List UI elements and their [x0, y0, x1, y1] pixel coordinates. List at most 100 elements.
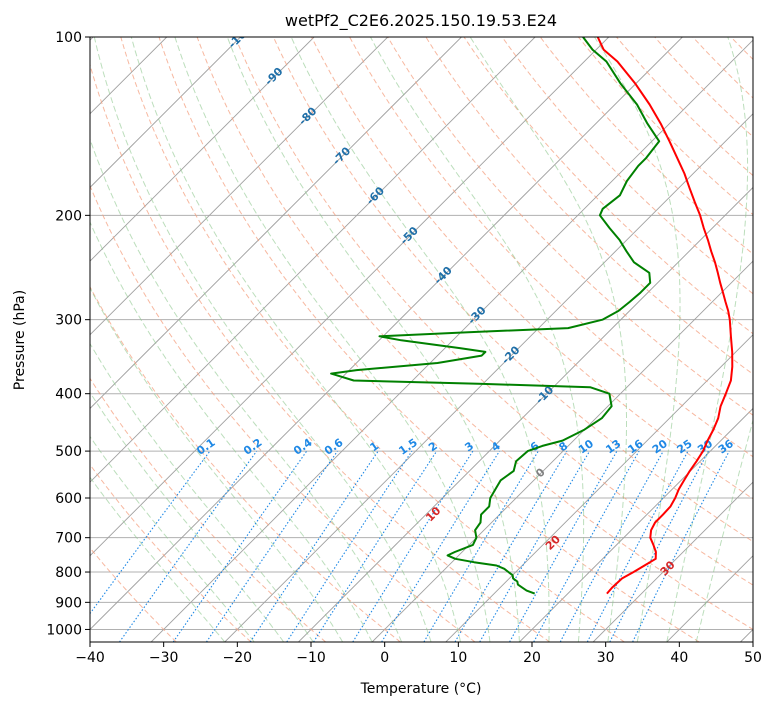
mixing-ratio-label: 36: [716, 437, 736, 457]
dry-adiabat-line: [90, 463, 252, 642]
moist-adiabat-line: [90, 476, 226, 642]
y-tick-label: 100: [55, 30, 82, 46]
background-lines: [90, 37, 775, 642]
mixing-ratio-label: 0.1: [194, 436, 217, 458]
mixing-ratio-line: [90, 450, 211, 615]
y-tick-label: 200: [55, 208, 82, 224]
x-axis-label: Temperature (°C): [360, 681, 482, 697]
isotherm-line: [445, 334, 753, 642]
mixing-ratio-label: 13: [603, 437, 623, 456]
mixing-ratio-line: [632, 450, 730, 642]
dry-adiabat-line: [501, 37, 753, 295]
moist-adiabat-line: [90, 220, 373, 642]
isotherm-label: -60: [364, 184, 387, 207]
moist-adiabat-line: [90, 435, 255, 642]
isotherm-line: [740, 628, 753, 642]
dry-adiabat-line: [90, 285, 401, 642]
isotherm-line: [150, 39, 753, 642]
mixing-ratio-line: [423, 450, 539, 642]
dry-adiabat-line: [90, 184, 476, 642]
x-tick-label: 10: [449, 650, 467, 666]
dry-adiabat-line: [387, 37, 753, 416]
isotherm-label: -30: [465, 304, 488, 327]
y-tick-label: 300: [55, 313, 82, 329]
dry-adiabat-line: [120, 37, 625, 642]
dry-adiabat-line: [90, 377, 327, 642]
mixing-ratio-line: [352, 450, 474, 642]
dry-adiabat-line: [311, 37, 753, 500]
mixing-ratio-label: 2: [426, 439, 440, 454]
dry-adiabat-label: 10: [423, 504, 443, 524]
moist-adiabat-line: [226, 37, 520, 642]
x-tick-label: −20: [223, 650, 253, 666]
profile-series: [330, 37, 734, 595]
dry-adiabat-line: [158, 37, 700, 642]
mixing-ratio-label: 25: [675, 437, 695, 456]
moist-adiabat-line: [290, 37, 550, 642]
isotherm-line: [90, 37, 389, 336]
mixing-ratio-label: 1.5: [396, 436, 419, 458]
mixing-ratio-label: 4: [489, 439, 503, 454]
isotherm-label: -80: [296, 104, 319, 127]
dry-adiabat-line: [90, 62, 551, 642]
mixing-ratio-line: [205, 450, 338, 642]
mixing-ratio-label: 16: [626, 437, 646, 457]
temperature-profile-line: [596, 37, 734, 595]
dry-adiabat-line: [539, 37, 753, 255]
moist-adiabat-line: [695, 418, 753, 642]
dry-adiabat-line: [349, 37, 753, 458]
y-axis-label: Pressure (hPa): [12, 290, 28, 390]
moist-adiabat-line: [90, 137, 403, 642]
plot-frame: [89, 36, 754, 643]
dewpoint-profile-line: [330, 37, 661, 595]
y-tick-label: 800: [55, 565, 82, 581]
isotherm-label: -90: [262, 65, 285, 88]
isotherm-line: [371, 260, 753, 642]
isotherm-line: [90, 37, 315, 262]
mixing-ratio-line: [533, 450, 640, 642]
isotherm-line: [519, 407, 753, 642]
isotherm-line: [592, 481, 753, 642]
x-tick-label: −10: [296, 650, 326, 666]
mixing-ratio-line: [249, 450, 379, 642]
moist-adiabat-line: [90, 342, 314, 642]
moist-adiabat-line: [130, 37, 461, 642]
x-tick-label: 50: [744, 650, 762, 666]
y-tick-label: 600: [55, 491, 82, 507]
axes: −40 −30 −20 −10 0 10 20 30 40 50 100 200 300 400 500 60…: [46, 30, 762, 666]
mixing-ratio-line: [119, 450, 258, 642]
isotherm-line: [666, 555, 753, 642]
isotherm-line: [90, 37, 536, 483]
chart-title: wetPf2_C2E6.2025.150.19.53.E24: [285, 11, 557, 31]
moist-adiabat-line: [370, 37, 585, 642]
isotherm-line: [90, 37, 241, 189]
mixing-ratio-label: 0.2: [241, 436, 264, 458]
moist-adiabat-line: [93, 37, 432, 642]
isotherm-line: [224, 113, 753, 642]
moist-adiabat-line: [90, 286, 344, 642]
x-tick-label: 20: [523, 650, 541, 666]
mixing-ratio-label: 20: [650, 437, 670, 457]
y-tick-label: 400: [55, 387, 82, 403]
isotherm-line: [90, 37, 462, 410]
dry-adiabat-line: [692, 37, 753, 99]
mixing-ratio-line: [286, 450, 413, 642]
mixing-ratio-line: [381, 450, 500, 642]
mixing-ratio-line: [172, 450, 308, 642]
y-tick-label: 700: [55, 531, 82, 547]
dry-adiabat-line: [196, 37, 753, 630]
dry-adiabat-line: [616, 37, 753, 177]
dry-adiabat-label: 30: [658, 558, 678, 578]
moist-adiabat-line: [469, 37, 627, 642]
dry-adiabat-line: [272, 37, 753, 543]
x-tick-label: −30: [149, 650, 179, 666]
mixing-ratio-label: 0.4: [291, 436, 315, 458]
mixing-ratio-label: 1: [368, 439, 382, 454]
x-tick-label: 30: [597, 650, 615, 666]
line-labels: 0.1 0.2 0.4 0.6 1 1.5 2 3 4 6 8 10 13 16 20 25 30 36-100-…: [194, 37, 736, 578]
isotherm-label: -50: [398, 224, 421, 247]
dry-adiabat-line: [234, 37, 753, 586]
dry-adiabat-line: [463, 37, 753, 335]
dry-adiabat-line: [769, 37, 775, 642]
